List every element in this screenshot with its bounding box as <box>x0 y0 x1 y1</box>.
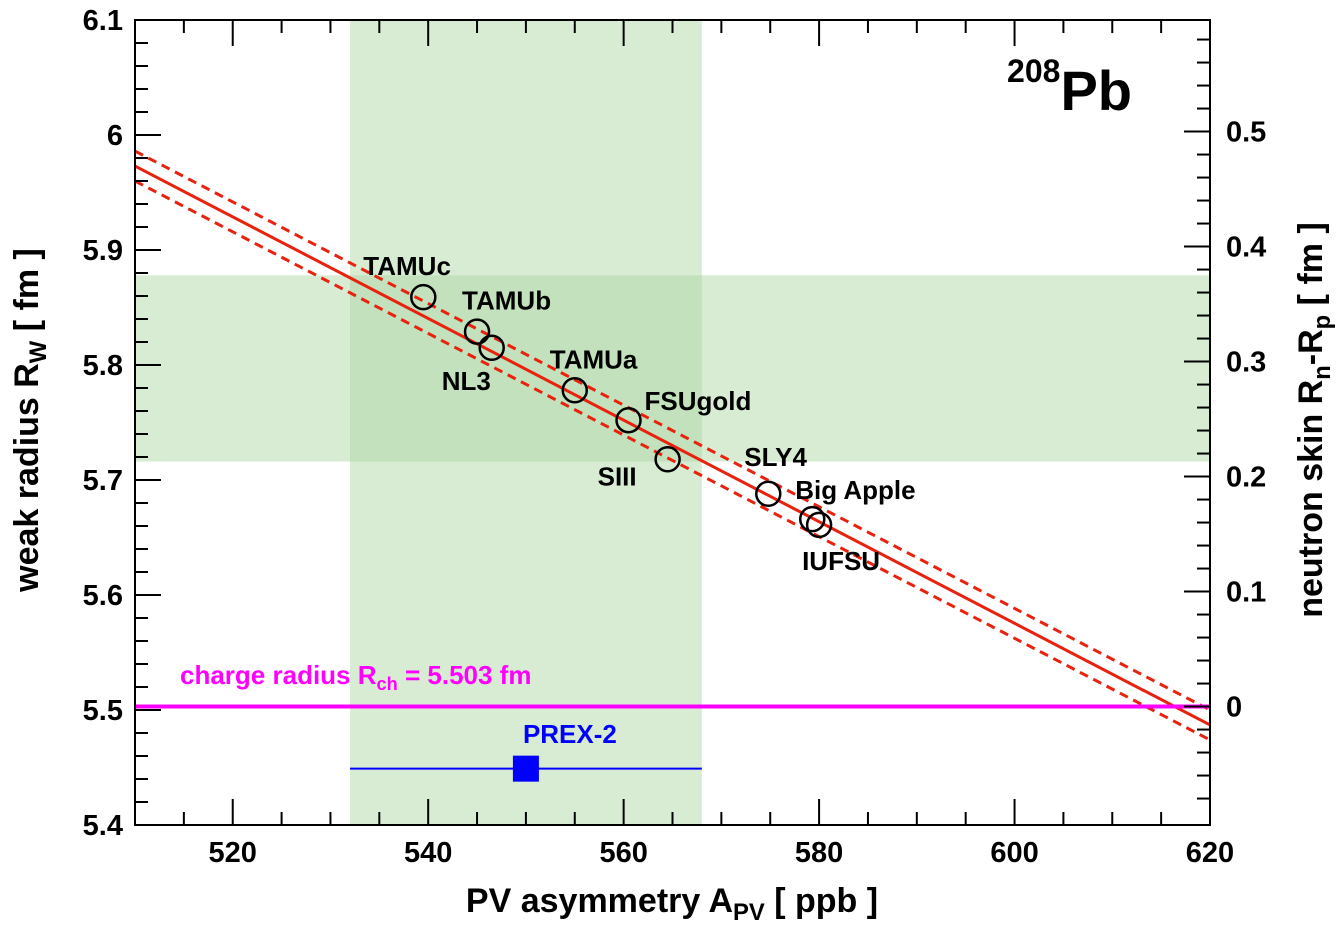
x-axis-title: PV asymmetry APV [ ppb ] <box>466 882 878 926</box>
model-point <box>654 446 681 473</box>
measurement-label: PREX-2 <box>523 719 617 749</box>
model-point <box>478 334 505 361</box>
charge-radius-line: charge radius Rch = 5.503 fm <box>135 660 1210 709</box>
vertical-band <box>350 20 702 825</box>
y2-tick-label: 0 <box>1226 692 1242 724</box>
model-label: TAMUa <box>550 344 638 374</box>
exclusion-bands <box>135 20 1210 825</box>
model-label: TAMUc <box>363 251 451 281</box>
model-point <box>805 511 833 539</box>
x-tick-label: 580 <box>795 837 843 869</box>
axis-titles: PV asymmetry APV [ ppb ] weak radius RW [… <box>8 53 1336 926</box>
model-label: TAMUb <box>462 286 551 316</box>
x-tick-label: 540 <box>404 837 452 869</box>
y-tick-label: 5.6 <box>83 580 123 612</box>
x-tick-label: 520 <box>209 837 257 869</box>
x-tick-label: 620 <box>1186 837 1234 869</box>
fit-line <box>134 164 1211 727</box>
axis-ticks: 520 540 560 580 600 620 5.4 5.5 5.6 5.7 5.8 5.9 6 6.1… <box>83 5 1267 869</box>
y-tick-label: 6.1 <box>83 5 123 37</box>
y2-tick-label: 0.2 <box>1226 462 1266 494</box>
model-point <box>410 283 437 311</box>
y-tick-label: 5.9 <box>83 235 123 267</box>
y2-tick-label: 0.5 <box>1226 117 1266 149</box>
charge-radius-label: charge radius Rch = 5.503 fm <box>180 660 531 694</box>
y-tick-label: 5.8 <box>83 350 123 382</box>
model-label: SIII <box>598 461 637 491</box>
x-tick-label: 560 <box>599 837 647 869</box>
y-tick-label: 5.4 <box>83 810 123 842</box>
fit-band-lower <box>134 179 1211 742</box>
model-point <box>615 406 642 434</box>
model-label: FSUgold <box>645 386 752 416</box>
measurement-marker <box>512 755 539 782</box>
y2-axis-title: neutron skin Rn-Rp [ fm ] <box>1292 222 1336 618</box>
model-point <box>561 377 589 404</box>
fit-lines <box>134 149 1211 742</box>
model-point <box>755 480 782 508</box>
y-tick-label: 5.5 <box>83 695 123 727</box>
model-label: NL3 <box>442 366 491 396</box>
x-tick-label: 600 <box>990 837 1038 869</box>
y-tick-label: 5.7 <box>83 465 123 497</box>
y-axis-title: weak radius RW [ fm ] <box>8 248 52 593</box>
model-label: IUFSU <box>802 546 880 576</box>
model-label: SLY4 <box>744 442 807 472</box>
fit-band-upper <box>134 149 1211 712</box>
model-point <box>463 318 491 345</box>
y-tick-label: 6 <box>107 120 123 152</box>
model-label: Big Apple <box>795 475 915 505</box>
model-point <box>799 505 826 533</box>
nucleus-label: 208Pb <box>1007 53 1132 122</box>
y2-tick-label: 0.4 <box>1226 232 1266 264</box>
y2-tick-label: 0.1 <box>1226 577 1266 609</box>
y2-tick-label: 0.3 <box>1226 347 1266 379</box>
measurement: PREX-2 <box>350 719 702 782</box>
